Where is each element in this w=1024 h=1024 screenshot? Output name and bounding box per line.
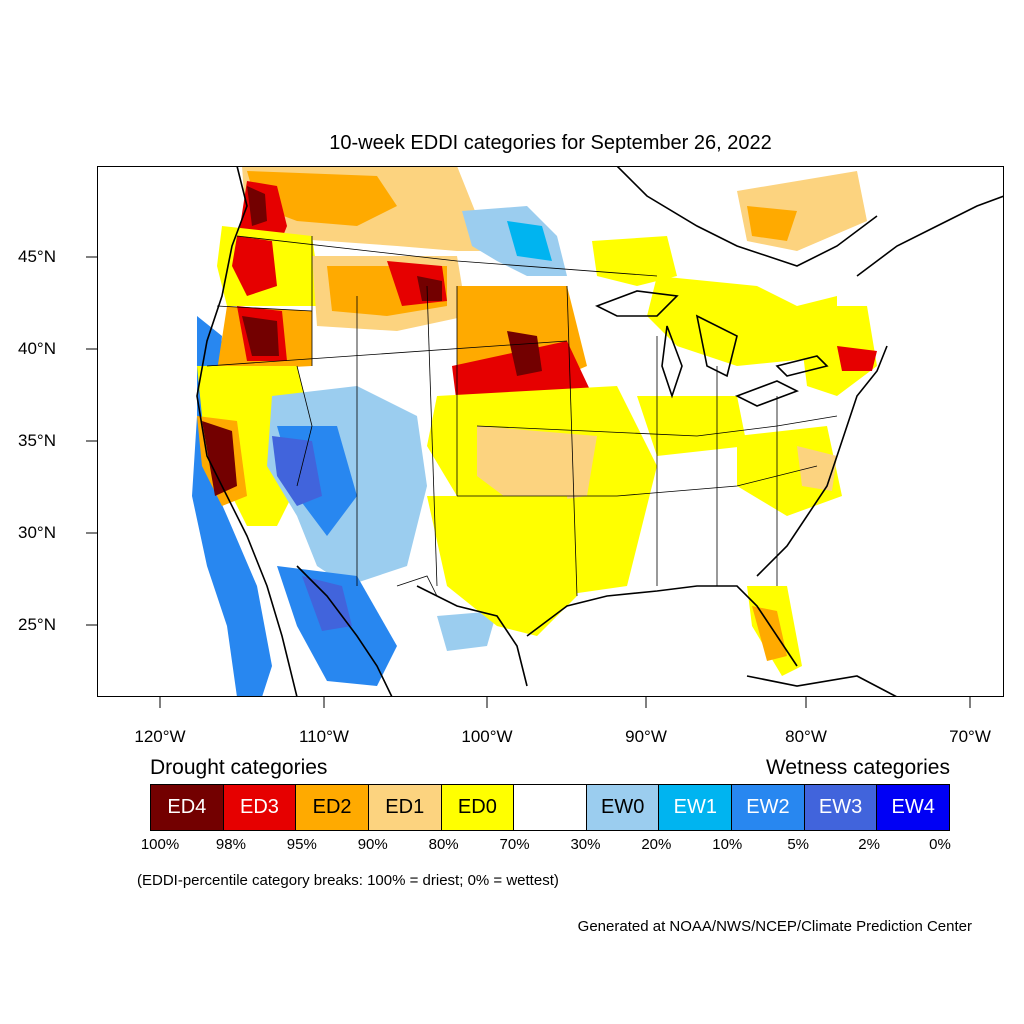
oregon-dark (242, 316, 279, 356)
percent-break-label: 90% (357, 836, 388, 853)
legend-box-ed4: ED4 (151, 785, 224, 830)
legend-box-ew4: EW4 (877, 785, 950, 830)
canada-manitoba-blue2 (507, 221, 552, 261)
midatlantic-yellow (737, 426, 842, 516)
lon-label-90: 90°W (625, 727, 667, 746)
state-borders (206, 235, 838, 597)
percent-break-label: 0% (929, 836, 951, 853)
arizona-blue3 (272, 436, 322, 506)
drought-heading: Drought categories (150, 756, 328, 779)
lat-label-40: 40°N (18, 339, 56, 358)
legend-box-ed2: ED2 (296, 785, 369, 830)
map-border (97, 166, 1004, 697)
lon-label-120: 120°W (134, 727, 186, 746)
legend-box-ew1: EW1 (659, 785, 733, 830)
legend-box-neutral (514, 785, 587, 830)
eddi-map (97, 166, 1004, 697)
legend-box-ew3: EW3 (804, 785, 878, 830)
legend-box-ed0: ED0 (441, 785, 515, 830)
northeast-yellow (797, 306, 877, 396)
credit-text: Generated at NOAA/NWS/NCEP/Climate Predi… (577, 918, 972, 935)
lon-label-70: 70°W (949, 727, 991, 746)
carolina-fcd (797, 446, 837, 491)
lon-label-100: 100°W (461, 727, 513, 746)
canada-bc-dark (247, 186, 267, 226)
mexico-blue3 (302, 576, 352, 631)
percent-break-label: 2% (858, 836, 880, 853)
kansas-fcd (477, 426, 597, 506)
great-lakes-yellow (647, 276, 837, 366)
lon-label-110: 110°W (299, 727, 349, 746)
percent-break-label: 80% (428, 836, 459, 853)
ohio-yellow (637, 396, 747, 456)
quebec-orange (747, 206, 797, 241)
montana-dark (417, 276, 442, 301)
lat-label-25: 25°N (18, 615, 56, 634)
percent-break-label: 100% (140, 836, 180, 853)
legend-box-ed1: ED1 (368, 785, 442, 830)
nebraska-dark (507, 331, 542, 376)
great-lakes-outline (595, 290, 829, 407)
lat-label-45: 45°N (18, 247, 56, 266)
legend-box-ew2: EW2 (732, 785, 805, 830)
california-dark (202, 421, 237, 496)
canada-west-orange (247, 171, 397, 226)
lat-label-35: 35°N (18, 431, 56, 450)
washington-red (232, 236, 277, 296)
coastline-outline (196, 166, 1004, 697)
florida-orange (752, 606, 787, 661)
lon-label-80: 80°W (785, 727, 827, 746)
texas-yellow (427, 496, 577, 636)
percent-break-label: 20% (641, 836, 672, 853)
legend-note: (EDDI-percentile category breaks: 100% =… (137, 872, 559, 889)
gulf-mexico-blue (437, 611, 497, 651)
map-title: 10-week EDDI categories for September 26… (329, 132, 772, 154)
percent-break-label: 70% (499, 836, 530, 853)
ontario-yellow (592, 236, 677, 286)
lat-label-30: 30°N (18, 523, 56, 542)
percent-break-label: 95% (286, 836, 317, 853)
legend-color-bar: ED4 ED3 ED2 ED1 ED0 EW0 EW1 EW2 EW3 EW4 (150, 784, 950, 831)
percent-break-label: 30% (570, 836, 601, 853)
wetness-heading: Wetness categories (765, 756, 950, 779)
percent-break-label: 98% (215, 836, 246, 853)
northeast-red (837, 346, 877, 371)
percent-break-label: 10% (712, 836, 743, 853)
legend-box-ew0: EW0 (586, 785, 660, 830)
percent-break-label: 5% (787, 836, 810, 853)
legend-box-ed3: ED3 (223, 785, 297, 830)
